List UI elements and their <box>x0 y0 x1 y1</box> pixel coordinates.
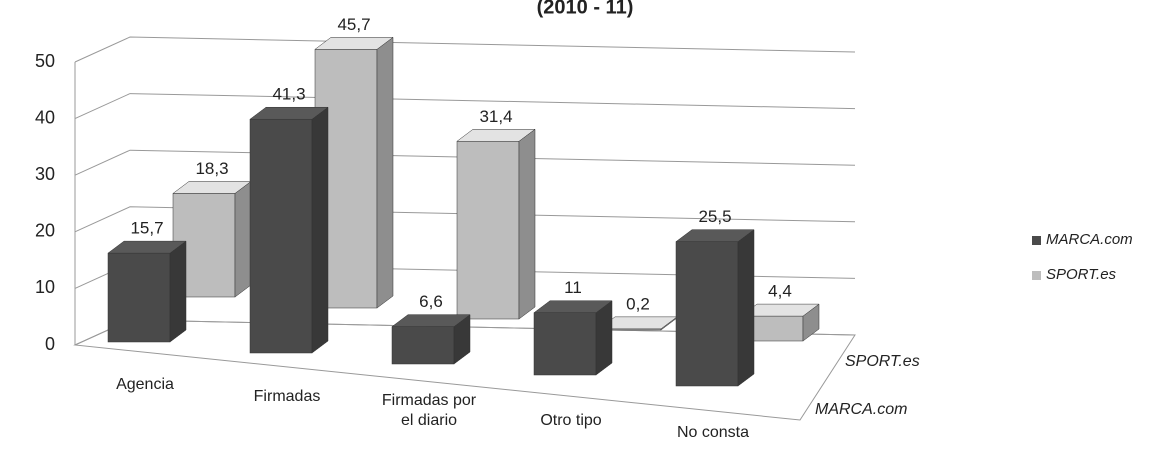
legend-label: MARCA.com <box>1046 231 1133 248</box>
bar-side <box>311 106 329 354</box>
bar-top <box>456 129 536 142</box>
depth-label: MARCA.com <box>815 401 907 418</box>
bar-side <box>376 36 394 309</box>
value-label: 41,3 <box>272 85 305 104</box>
value-label: 18,3 <box>195 159 228 178</box>
bar <box>107 240 187 343</box>
x-tick-label: Otro tipo <box>540 412 601 429</box>
grid-line <box>74 93 856 120</box>
bar <box>249 106 329 354</box>
bar <box>533 300 613 376</box>
value-label: 31,4 <box>479 107 512 126</box>
x-tick-label: No consta <box>677 424 749 441</box>
bar-front <box>107 252 171 343</box>
value-label: 4,4 <box>768 282 792 301</box>
chart-title: (2010 - 11) <box>537 0 634 18</box>
y-tick-label: 50 <box>35 51 55 71</box>
bar-front <box>675 241 739 387</box>
bar-front <box>249 118 313 354</box>
y-tick-label: 0 <box>45 334 55 354</box>
legend-label: SPORT.es <box>1046 266 1117 283</box>
bar-front <box>533 312 597 376</box>
y-tick-label: 10 <box>35 277 55 297</box>
value-label: 11 <box>564 278 582 297</box>
bar-top <box>249 106 329 120</box>
value-label: 15,7 <box>130 219 163 238</box>
bar-side <box>518 128 536 320</box>
bar-top <box>675 229 755 242</box>
y-tick-label: 20 <box>35 221 55 241</box>
x-tick-label: Agencia <box>116 376 174 393</box>
bar <box>391 314 471 365</box>
x-tick-line: el diario <box>401 412 457 429</box>
value-label: 6,6 <box>419 292 443 311</box>
bar-top <box>391 314 471 327</box>
bar-side <box>595 300 613 376</box>
y-tick-label: 30 <box>35 164 55 184</box>
bar-top <box>314 37 394 50</box>
bar-front <box>456 141 520 320</box>
value-label: 45,7 <box>337 15 370 34</box>
bar-top <box>107 240 187 254</box>
legend-swatch <box>1032 236 1041 245</box>
grid-line <box>74 206 856 233</box>
legend-swatch <box>1032 271 1041 280</box>
grid-line <box>74 36 856 63</box>
x-tick-label: Firmadas por el diario <box>382 392 477 429</box>
y-tick-label: 40 <box>35 107 55 127</box>
depth-label: SPORT.es <box>845 353 920 370</box>
value-label: 0,2 <box>626 294 650 313</box>
bar-top <box>533 300 613 313</box>
bar-side <box>234 180 252 298</box>
bar-side <box>169 240 187 343</box>
x-tick-label: Firmadas <box>254 388 321 405</box>
x-tick-line: Firmadas por <box>382 392 477 409</box>
value-label: 25,5 <box>698 207 731 226</box>
grid-line <box>74 149 856 176</box>
bar <box>456 128 536 320</box>
bar-side <box>737 229 755 387</box>
bar <box>675 229 755 387</box>
bar-front <box>391 326 455 365</box>
